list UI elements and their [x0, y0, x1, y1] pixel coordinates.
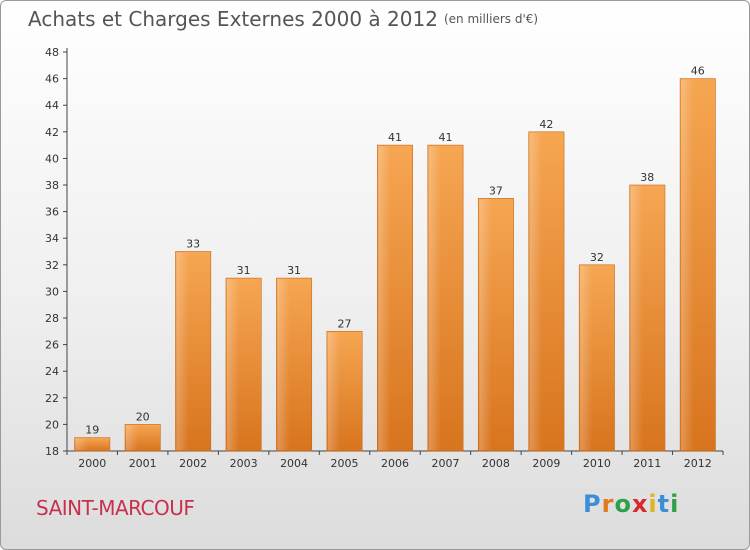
- bar-highlight: [277, 279, 290, 450]
- logo-letter: x: [631, 490, 649, 518]
- chart-unit: (en milliers d'€): [443, 12, 539, 26]
- value-label-2001: 20: [136, 410, 150, 423]
- x-tick-label-2001: 2001: [129, 457, 157, 470]
- logo-letter: t: [657, 490, 671, 518]
- x-tick-label-2007: 2007: [431, 457, 459, 470]
- value-label-2006: 41: [388, 131, 402, 144]
- y-tick-label: 24: [45, 365, 59, 378]
- x-tick-label-2009: 2009: [532, 457, 560, 470]
- value-label-2003: 31: [237, 264, 251, 277]
- y-tick-label: 42: [45, 126, 59, 139]
- x-tick-label-2011: 2011: [633, 457, 661, 470]
- bar-highlight: [630, 186, 644, 450]
- chart-title: Achats et Charges Externes 2000 à 2012 (e…: [28, 7, 538, 31]
- y-tick-label: 38: [45, 179, 59, 192]
- value-label-2008: 37: [489, 184, 503, 197]
- y-tick-label: 34: [45, 232, 59, 245]
- value-label-2011: 38: [640, 171, 654, 184]
- bar-highlight: [479, 199, 492, 450]
- chart-value-labels: 19 20 33 31 31 27 41 41 37 42 32 38 46: [85, 65, 705, 437]
- value-label-2009: 42: [539, 118, 553, 131]
- y-tick-label: 36: [45, 206, 59, 219]
- logo-letter: i: [648, 490, 658, 518]
- x-tick-label-2010: 2010: [583, 457, 611, 470]
- x-tick-label-2003: 2003: [230, 457, 258, 470]
- commune-name: SAINT-MARCOUF: [36, 496, 195, 520]
- bar-highlight: [327, 332, 341, 450]
- bar-highlight: [176, 252, 189, 450]
- proxiti-logo[interactable]: Proxiti: [583, 490, 679, 518]
- value-label-2005: 27: [338, 317, 352, 330]
- value-label-2012: 46: [691, 65, 705, 78]
- y-tick-label: 48: [45, 46, 59, 59]
- value-label-2004: 31: [287, 264, 301, 277]
- bar-highlight: [580, 265, 593, 450]
- chart-title-text: Achats et Charges Externes 2000 à 2012: [28, 7, 438, 31]
- value-label-2000: 19: [85, 424, 99, 437]
- bar-highlight: [428, 146, 442, 450]
- bar-highlight: [226, 279, 240, 450]
- logo-letter: i: [670, 490, 680, 518]
- bar-highlight: [681, 79, 694, 450]
- value-label-2010: 32: [590, 251, 604, 264]
- chart-bars: [74, 78, 716, 452]
- x-tick-label-2002: 2002: [179, 457, 207, 470]
- x-tick-label-2008: 2008: [482, 457, 510, 470]
- logo-letter: o: [614, 490, 632, 518]
- x-tick-label-2012: 2012: [684, 457, 712, 470]
- y-tick-label: 22: [45, 392, 59, 405]
- bar-highlight: [529, 132, 543, 451]
- y-tick-label: 30: [45, 285, 59, 298]
- y-tick-label: 20: [45, 418, 59, 431]
- x-tick-label-2000: 2000: [78, 457, 106, 470]
- logo-letter: P: [583, 490, 602, 518]
- bar-highlight: [75, 438, 88, 450]
- logo-letter: r: [601, 490, 615, 518]
- x-tick-label-2004: 2004: [280, 457, 308, 470]
- x-tick-label-2006: 2006: [381, 457, 409, 470]
- y-tick-label: 32: [45, 259, 59, 272]
- y-tick-label: 44: [45, 99, 59, 112]
- bar-highlight: [378, 146, 391, 450]
- x-tick-label-2005: 2005: [331, 457, 359, 470]
- value-label-2002: 33: [186, 238, 200, 251]
- y-tick-label: 40: [45, 152, 59, 165]
- y-tick-label: 26: [45, 339, 59, 352]
- bar-highlight: [126, 425, 139, 450]
- y-tick-label: 18: [45, 445, 59, 458]
- y-tick-label: 46: [45, 73, 59, 86]
- y-tick-label: 28: [45, 312, 59, 325]
- value-label-2007: 41: [438, 131, 452, 144]
- chart-axes: 18 20 22 24 26 28 30 32 34 36 38 40 42 44 46 48 2000 2001…: [45, 46, 724, 470]
